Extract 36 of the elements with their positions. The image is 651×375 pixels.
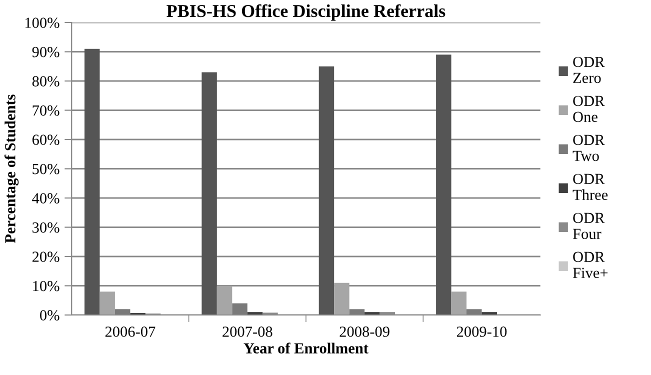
legend-label: ODR Two [572,134,605,162]
legend-label: ODR Zero [573,56,605,84]
x-axis-title: Year of Enrollment [244,342,368,354]
y-tick-label: 40% [32,193,60,204]
bar [318,66,334,315]
y-tick-label: 70% [32,105,60,116]
bar [216,286,232,315]
bar [202,72,217,315]
bar [100,292,115,315]
y-tick-label: 0% [40,310,60,320]
x-tick-label: 2009-10 [456,326,507,337]
bar [334,282,350,315]
bar [436,54,452,315]
bar [232,303,248,315]
chart-title: PBIS-HS Office Discipline Referrals [166,4,446,21]
y-tick-label: 50% [32,164,60,174]
x-tick-label: 2006-07 [105,326,156,337]
x-tick-label: 2007-08 [222,326,272,337]
bar [451,292,467,315]
bar [114,309,130,315]
y-tick-label: 60% [32,134,60,145]
y-tick-label: 30% [32,222,60,233]
y-tick-label: 20% [32,252,60,262]
legend-label: ODR Four [572,212,605,240]
legend-label: ODR Five+ [572,252,608,278]
y-tick-label: 10% [33,280,60,292]
legend-label: ODR Three [572,174,608,200]
y-tick-label: 90% [32,46,60,58]
bar [84,48,100,315]
legend-label: ODR One [573,96,605,122]
bar [466,309,482,315]
y-tick-label: 80% [32,76,60,86]
y-axis-title: Percentage of Students [4,94,19,244]
y-tick-label: 100% [26,18,60,28]
bar [349,309,365,315]
x-tick-label: 2008-09 [340,326,390,337]
